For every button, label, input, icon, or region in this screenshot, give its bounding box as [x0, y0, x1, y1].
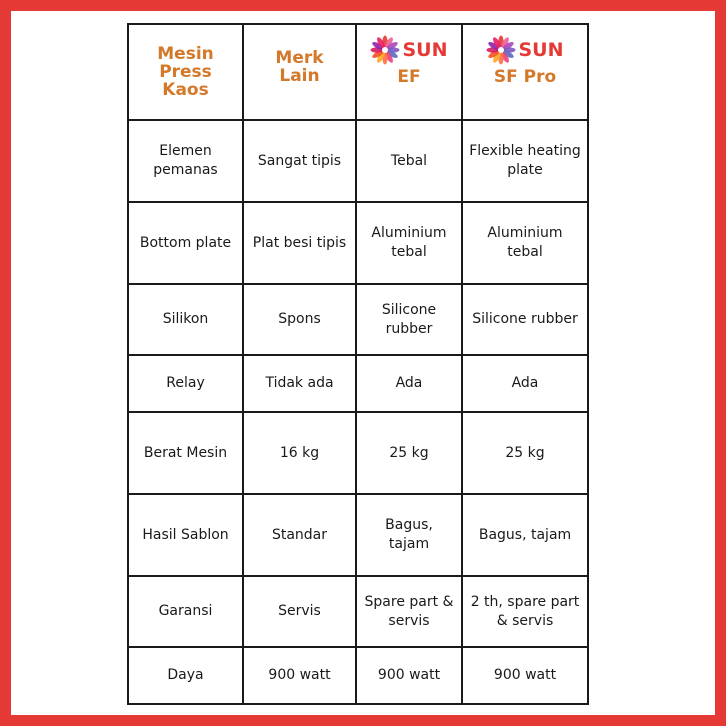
logo-petal: [372, 42, 385, 50]
cell-sun-ef: 25 kg: [355, 411, 463, 495]
sun-flower-logo-icon: [370, 35, 400, 65]
cell-sun-sfpro: Bagus, tajam: [461, 493, 589, 577]
cell-sun-ef: Spare part & servis: [355, 575, 463, 648]
cell-other-brand: 16 kg: [242, 411, 357, 495]
sun-brand-text: SUN: [518, 39, 564, 61]
table-row: Daya 900 watt 900 watt 900 watt: [127, 646, 589, 705]
cell-sun-sfpro: Flexible heating plate: [461, 119, 589, 203]
cell-sun-ef: Ada: [355, 354, 463, 413]
comparison-table: Mesin Press Kaos Merk Lain SUN EF SUN SF…: [127, 23, 589, 705]
header-cell-product: Mesin Press Kaos: [127, 23, 244, 121]
sun-brand-text: SUN: [402, 39, 448, 61]
row-label: Silikon: [127, 283, 244, 356]
logo-petal: [385, 37, 394, 49]
cell-other-brand: Standar: [242, 493, 357, 577]
cell-other-brand: Servis: [242, 575, 357, 648]
header-product-label: Mesin Press Kaos: [157, 44, 214, 100]
row-label: Daya: [127, 646, 244, 705]
logo-petal: [386, 50, 399, 58]
cell-sun-sfpro: Ada: [461, 354, 589, 413]
logo-petal: [502, 50, 515, 58]
logo-petal: [377, 37, 386, 49]
cell-sun-ef: Tebal: [355, 119, 463, 203]
table-row: Bottom plate Plat besi tipis Aluminium t…: [127, 201, 589, 285]
logo-petal: [377, 51, 386, 63]
row-label: Relay: [127, 354, 244, 413]
cell-sun-ef: Aluminium tebal: [355, 201, 463, 285]
table-row: Garansi Servis Spare part & servis 2 th,…: [127, 575, 589, 648]
table-row: Relay Tidak ada Ada Ada: [127, 354, 589, 413]
logo-center: [498, 47, 505, 53]
cell-sun-ef: 900 watt: [355, 646, 463, 705]
logo-petal: [488, 42, 501, 50]
cell-sun-sfpro: Silicone rubber: [461, 283, 589, 356]
cell-other-brand: Sangat tipis: [242, 119, 357, 203]
table-row: Hasil Sablon Standar Bagus, tajam Bagus,…: [127, 493, 589, 577]
logo-center: [382, 47, 389, 53]
row-label: Berat Mesin: [127, 411, 244, 495]
cell-other-brand: 900 watt: [242, 646, 357, 705]
cell-sun-ef: Bagus, tajam: [355, 493, 463, 577]
sun-logo: SUN: [486, 35, 564, 65]
header-cell-other-brand: Merk Lain: [242, 23, 357, 121]
cell-sun-sfpro: Aluminium tebal: [461, 201, 589, 285]
sun-flower-logo-icon: [486, 35, 516, 65]
cell-other-brand: Spons: [242, 283, 357, 356]
header-row: Mesin Press Kaos Merk Lain SUN EF SUN SF…: [127, 23, 589, 121]
cell-sun-sfpro: 25 kg: [461, 411, 589, 495]
row-label: Bottom plate: [127, 201, 244, 285]
logo-petal: [493, 37, 502, 49]
header-cell-sun-ef: SUN EF: [355, 23, 463, 121]
cell-sun-sfpro: 2 th, spare part & servis: [461, 575, 589, 648]
header-cell-sun-sfpro: SUN SF Pro: [461, 23, 589, 121]
cell-other-brand: Tidak ada: [242, 354, 357, 413]
row-label: Garansi: [127, 575, 244, 648]
header-model-sfpro: SF Pro: [493, 67, 557, 87]
table-row: Elemen pemanas Sangat tipis Tebal Flexib…: [127, 119, 589, 203]
row-label: Elemen pemanas: [127, 119, 244, 203]
header-other-brand-label: Merk Lain: [275, 48, 324, 86]
header-model-ef: EF: [397, 67, 421, 87]
sun-logo: SUN: [370, 35, 448, 65]
cell-sun-ef: Silicone rubber: [355, 283, 463, 356]
table-row: Berat Mesin 16 kg 25 kg 25 kg: [127, 411, 589, 495]
logo-petal: [493, 51, 502, 63]
logo-petal: [501, 37, 510, 49]
table-row: Silikon Spons Silicone rubber Silicone r…: [127, 283, 589, 356]
cell-other-brand: Plat besi tipis: [242, 201, 357, 285]
row-label: Hasil Sablon: [127, 493, 244, 577]
cell-sun-sfpro: 900 watt: [461, 646, 589, 705]
